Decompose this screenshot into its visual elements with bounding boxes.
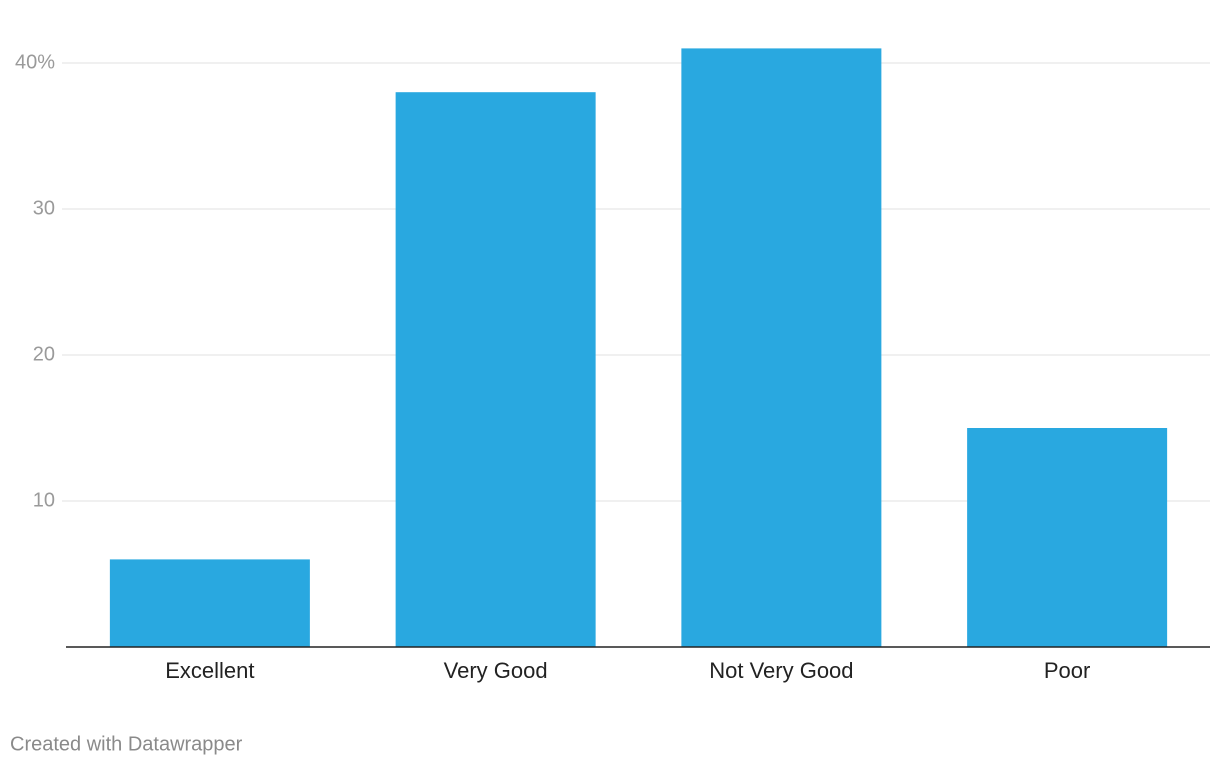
credit: Created with Datawrapper bbox=[10, 733, 243, 755]
y-tick-label: 10 bbox=[33, 489, 55, 511]
bar bbox=[967, 428, 1168, 647]
x-tick-label: Excellent bbox=[165, 658, 254, 683]
bar bbox=[681, 48, 882, 647]
y-tick-label: 20 bbox=[33, 343, 55, 365]
bar bbox=[109, 559, 310, 647]
y-tick-label: 30 bbox=[33, 197, 55, 219]
x-tick-label: Poor bbox=[1044, 658, 1090, 683]
bar bbox=[395, 92, 596, 647]
y-tick-label: 40% bbox=[15, 51, 55, 73]
x-tick-label: Very Good bbox=[444, 658, 548, 683]
x-tick-label: Not Very Good bbox=[709, 658, 853, 683]
